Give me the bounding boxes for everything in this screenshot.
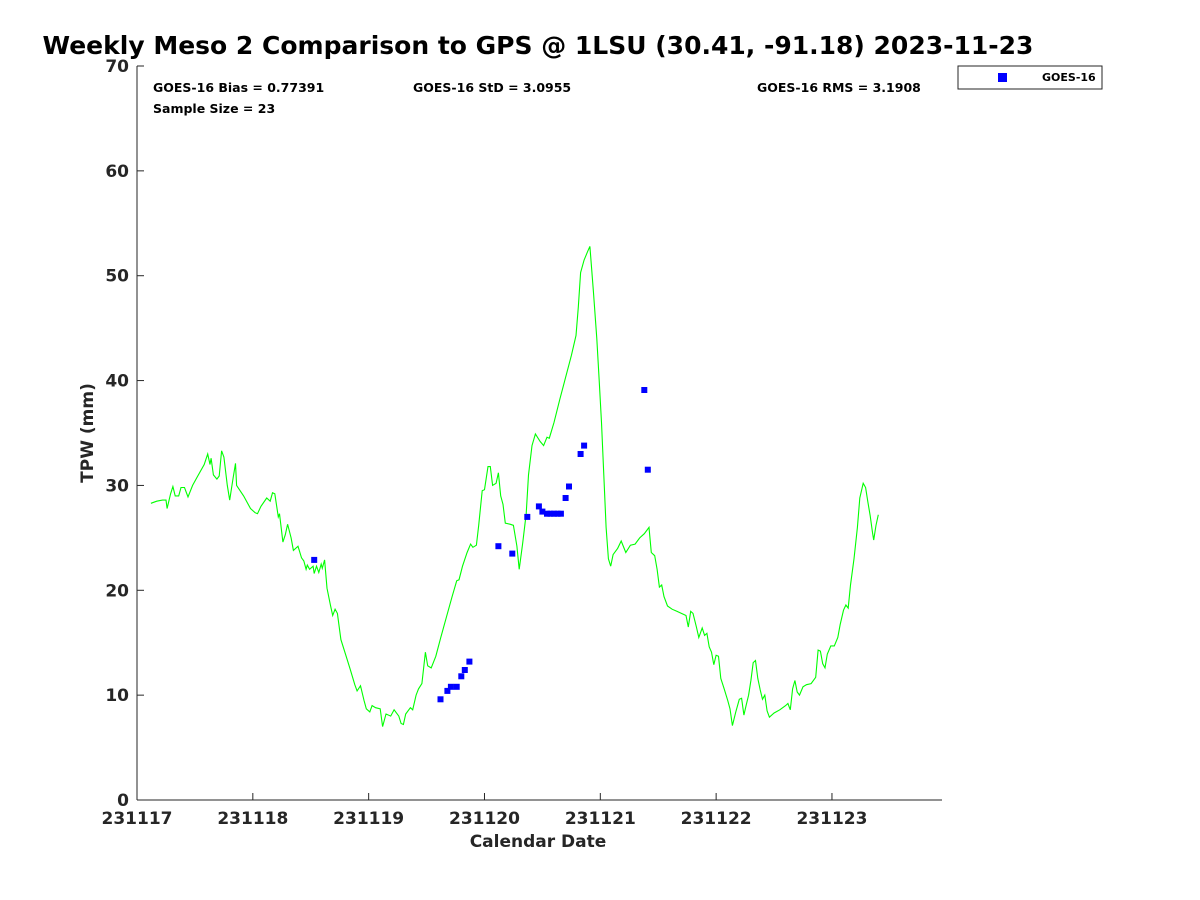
goes16-point — [453, 683, 460, 690]
goes16-point — [509, 550, 516, 557]
y-tick-label: 60 — [105, 162, 129, 182]
legend: GOES-16 — [957, 65, 1103, 90]
goes16-point — [495, 543, 502, 550]
x-tick-label: 231121 — [565, 809, 636, 829]
goes16-point — [557, 510, 564, 517]
chart-title: Weekly Meso 2 Comparison to GPS @ 1LSU (… — [43, 31, 1034, 60]
y-ticks: 0 10 20 30 40 50 60 70 — [105, 57, 144, 811]
axes — [136, 66, 942, 801]
goes16-point — [551, 510, 557, 517]
x-tick-label: 231123 — [796, 809, 867, 829]
goes16-point — [461, 667, 468, 673]
x-ticks: 231117 231118 231119 231120 231121 231122 2311… — [102, 793, 867, 829]
goes16-point — [444, 687, 451, 694]
goes16-point — [577, 451, 584, 457]
gps-series-line — [150, 246, 879, 727]
goes16-point — [466, 658, 473, 665]
goes16-point — [458, 673, 465, 680]
y-tick-label: 70 — [105, 57, 129, 77]
y-tick-label: 30 — [105, 476, 129, 496]
x-tick-label: 231119 — [333, 809, 404, 829]
goes16-point — [562, 495, 569, 501]
stat-std: GOES-16 StD = 3.0955 — [413, 80, 571, 95]
goes16-point — [447, 683, 454, 690]
x-tick-label: 231118 — [217, 809, 288, 829]
goes16-point — [641, 387, 648, 393]
goes16-markers — [311, 387, 651, 703]
x-tick-label: 231122 — [681, 809, 752, 829]
y-axis-label: TPW (mm) — [78, 383, 98, 483]
goes16-point — [539, 508, 546, 515]
stat-sample-size: Sample Size = 23 — [153, 101, 275, 116]
goes16-point — [566, 483, 572, 490]
legend-box — [957, 65, 1103, 90]
goes16-point — [437, 696, 444, 703]
goes16-point — [547, 510, 554, 517]
y-tick-label: 20 — [105, 581, 129, 601]
y-tick-label: 50 — [105, 267, 129, 287]
goes16-point — [535, 503, 542, 510]
goes16-point — [524, 513, 531, 520]
x-tick-label: 231120 — [449, 809, 520, 829]
goes16-point — [311, 556, 318, 563]
y-tick-label: 0 — [117, 791, 129, 811]
legend-marker-goes16 — [998, 73, 1007, 82]
goes16-point — [554, 510, 561, 517]
legend-label-goes16: GOES-16 — [1042, 71, 1096, 84]
goes16-point — [644, 466, 651, 473]
goes16-point — [544, 510, 550, 517]
stat-rms: GOES-16 RMS = 3.1908 — [757, 80, 921, 95]
stat-bias: GOES-16 Bias = 0.77391 — [153, 80, 324, 95]
y-tick-label: 40 — [105, 372, 129, 392]
x-axis-label: Calendar Date — [470, 832, 607, 852]
y-tick-label: 10 — [105, 686, 129, 706]
x-tick-label: 231117 — [102, 809, 173, 829]
goes16-point — [581, 442, 588, 449]
